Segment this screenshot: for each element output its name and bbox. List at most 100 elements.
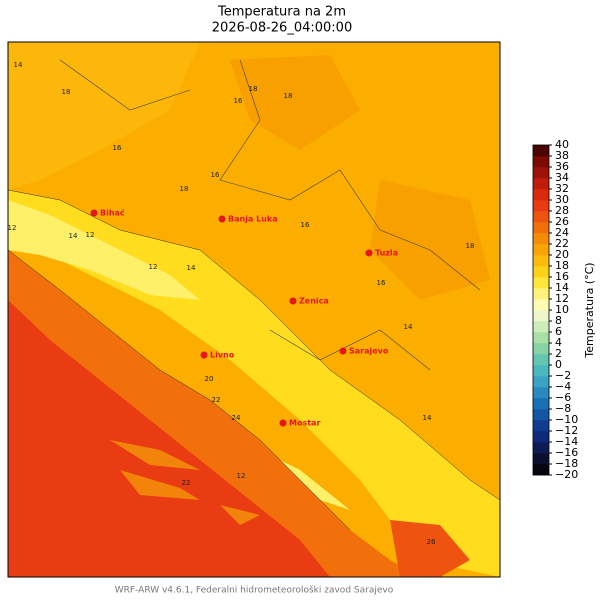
colorbar-tick-label: 8 xyxy=(555,314,562,327)
colorbar-band xyxy=(533,321,549,333)
colorbar-band xyxy=(533,343,549,355)
city-marker xyxy=(365,249,373,257)
colorbar-band xyxy=(533,365,549,377)
colorbar-tick-label: −6 xyxy=(555,391,571,404)
colorbar-band xyxy=(533,420,549,432)
contour-label: 24 xyxy=(232,414,241,422)
colorbar-tick-label: 30 xyxy=(555,193,569,206)
colorbar-band xyxy=(533,211,549,223)
city-label: Mostar xyxy=(289,419,320,428)
city-marker xyxy=(279,419,287,427)
colorbar-tick-label: −18 xyxy=(555,457,578,470)
colorbar-tick-label: 20 xyxy=(555,248,569,261)
colorbar-band xyxy=(533,464,549,476)
colorbar-band xyxy=(533,409,549,421)
city-label: Tuzla xyxy=(375,249,398,258)
colorbar-band xyxy=(533,255,549,267)
colorbar-band xyxy=(533,398,549,410)
colorbar-tick-label: −14 xyxy=(555,435,578,448)
map-frame xyxy=(7,41,501,578)
city-marker xyxy=(200,351,208,359)
colorbar-band xyxy=(533,299,549,311)
colorbar-band xyxy=(533,244,549,256)
colorbar-tick-label: −12 xyxy=(555,424,578,437)
city-marker xyxy=(339,347,347,355)
contour-label: 16 xyxy=(301,221,310,229)
contour-label: 16 xyxy=(113,144,122,152)
city-label: Sarajevo xyxy=(349,347,389,356)
colorbar-tick-label: −10 xyxy=(555,413,578,426)
colorbar-tick-label: −8 xyxy=(555,402,571,415)
contour-label: 12 xyxy=(86,231,95,239)
footer: WRF-ARW v4.6.1, Federalni hidrometeorolo… xyxy=(115,585,394,596)
contour-label: 26 xyxy=(427,538,436,546)
title: Temperatura na 2m xyxy=(217,5,346,20)
contour-label: 18 xyxy=(284,92,293,100)
city-label: Livno xyxy=(210,351,235,360)
colorbar-tick-label: 14 xyxy=(555,281,569,294)
colorbar-band xyxy=(533,354,549,366)
city-marker xyxy=(218,215,226,223)
colorbar-band xyxy=(533,266,549,278)
colorbar-tick-label: 36 xyxy=(555,160,569,173)
contour-label: 20 xyxy=(205,375,214,383)
city-marker xyxy=(289,297,297,305)
colorbar-band xyxy=(533,167,549,179)
colorbar-band xyxy=(533,310,549,322)
colorbar-tick-label: 16 xyxy=(555,270,569,283)
colorbar-tick-label: 12 xyxy=(555,292,569,305)
colorbar-band xyxy=(533,156,549,168)
colorbar-band xyxy=(533,332,549,344)
colorbar-tick-label: 0 xyxy=(555,358,562,371)
colorbar-label: Temperatura (°C) xyxy=(583,262,596,358)
contour-label: 18 xyxy=(249,85,258,93)
subtitle: 2026-08-26_04:00:00 xyxy=(212,21,352,36)
contour-label: 14 xyxy=(14,61,23,69)
contour-label: 18 xyxy=(180,185,189,193)
colorbar-band xyxy=(533,442,549,454)
colorbar-band xyxy=(533,277,549,289)
contour-label: 18 xyxy=(62,88,71,96)
colorbar-tick-label: 40 xyxy=(555,138,569,151)
colorbar-band xyxy=(533,145,549,157)
contour-label: 22 xyxy=(182,479,191,487)
colorbar-tick-label: 26 xyxy=(555,215,569,228)
colorbar-tick-label: 2 xyxy=(555,347,562,360)
colorbar-tick-label: 34 xyxy=(555,171,569,184)
contour-label: 14 xyxy=(69,232,78,240)
colorbar-band xyxy=(533,387,549,399)
colorbar-band xyxy=(533,178,549,190)
colorbar-tick-label: 32 xyxy=(555,182,569,195)
colorbar-band xyxy=(533,288,549,300)
contour-label: 14 xyxy=(187,264,196,272)
colorbar-tick-label: 6 xyxy=(555,325,562,338)
contour-label: 16 xyxy=(211,171,220,179)
city-label: Zenica xyxy=(299,297,329,306)
colorbar-band xyxy=(533,431,549,443)
colorbar-tick-label: −2 xyxy=(555,369,571,382)
colorbar-tick-label: 10 xyxy=(555,303,569,316)
contour-label: 22 xyxy=(212,396,221,404)
colorbar-band xyxy=(533,233,549,245)
colorbar-band xyxy=(533,222,549,234)
colorbar-tick-label: 4 xyxy=(555,336,562,349)
city-label: Banja Luka xyxy=(228,215,278,224)
contour-label: 14 xyxy=(423,414,432,422)
colorbar-tick-label: 38 xyxy=(555,149,569,162)
city-marker xyxy=(90,209,98,217)
colorbar-band xyxy=(533,189,549,201)
colorbar-tick-label: 24 xyxy=(555,226,569,239)
contour-label: 16 xyxy=(377,279,386,287)
colorbar-band xyxy=(533,200,549,212)
contour-label: 12 xyxy=(237,472,246,480)
contour-label: 14 xyxy=(404,323,413,331)
contour-label: 18 xyxy=(466,242,475,250)
colorbar-tick-label: 18 xyxy=(555,259,569,272)
city-label: Bihać xyxy=(100,208,125,218)
colorbar-band xyxy=(533,376,549,388)
colorbar-tick-label: −16 xyxy=(555,446,578,459)
contour-label: 12 xyxy=(8,224,17,232)
contour-label: 16 xyxy=(234,97,243,105)
colorbar-tick-label: 22 xyxy=(555,237,569,250)
